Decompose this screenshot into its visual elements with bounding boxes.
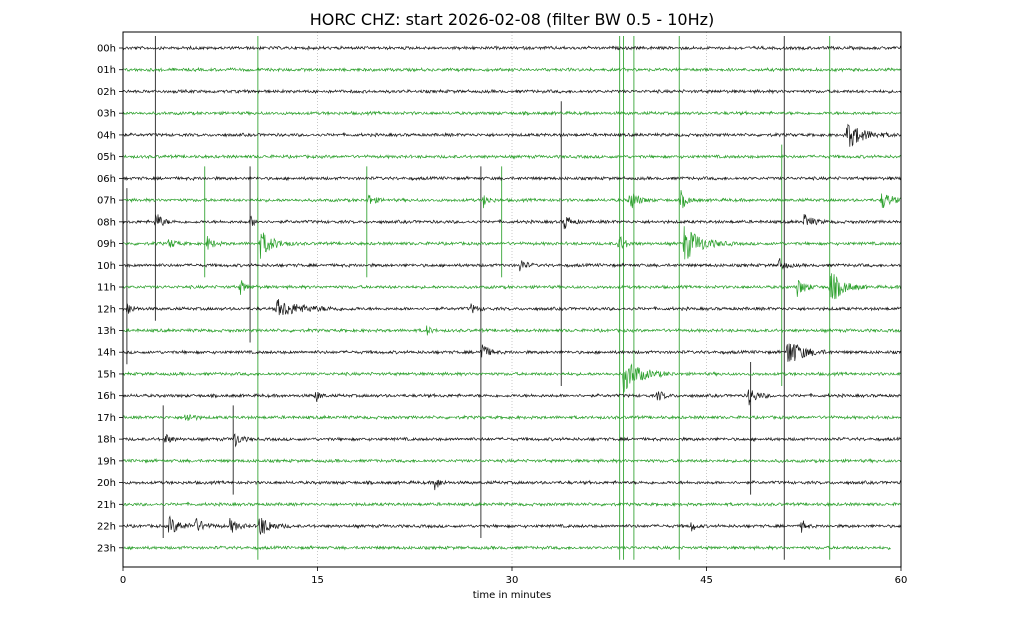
trace-21h xyxy=(122,501,902,508)
trace-08h xyxy=(122,214,902,230)
x-axis-label: time in minutes xyxy=(473,590,552,601)
trace-06h xyxy=(122,175,902,182)
row-label: 07h xyxy=(97,196,116,207)
row-label: 22h xyxy=(97,522,116,533)
trace-20h xyxy=(122,479,902,491)
trace-22h xyxy=(122,515,902,535)
x-tick-label: 15 xyxy=(311,575,324,586)
row-label: 19h xyxy=(97,456,116,467)
trace-02h xyxy=(122,88,902,95)
trace-17h xyxy=(122,414,902,422)
x-tick-label: 45 xyxy=(700,575,713,586)
trace-19h xyxy=(122,457,901,464)
row-label: 04h xyxy=(97,130,116,141)
trace-01h xyxy=(122,66,902,73)
trace-15h xyxy=(122,363,902,394)
chart-title: HORC CHZ: start 2026-02-08 (filter BW 0.… xyxy=(310,10,715,29)
trace-16h xyxy=(122,389,902,406)
x-tick-label: 60 xyxy=(895,575,908,586)
row-label: 10h xyxy=(97,261,116,272)
row-label: 18h xyxy=(97,435,116,446)
x-axis-ticks: 0 15 30 45 60 xyxy=(120,567,908,586)
row-labels: 00h 01h 02h 03h 04h 05h 06h 07h 08h 09h 10h 11h 12h 1… xyxy=(97,44,123,554)
row-label: 08h xyxy=(97,217,116,228)
trace-09h xyxy=(122,226,902,260)
grid-lines xyxy=(317,32,707,567)
trace-18h xyxy=(122,433,902,448)
row-label: 12h xyxy=(97,304,116,315)
row-label: 02h xyxy=(97,87,116,98)
trace-13h xyxy=(122,325,902,336)
x-tick-label: 0 xyxy=(120,575,126,586)
trace-lines xyxy=(122,45,902,551)
row-label: 11h xyxy=(97,283,116,294)
trace-11h xyxy=(122,273,902,300)
row-label: 20h xyxy=(97,478,116,489)
trace-05h xyxy=(122,153,902,160)
trace-10h xyxy=(122,258,902,272)
row-label: 01h xyxy=(97,65,116,76)
row-label: 09h xyxy=(97,239,116,250)
row-label: 05h xyxy=(97,152,116,163)
trace-00h xyxy=(122,45,902,51)
row-label: 17h xyxy=(97,413,116,424)
row-label: 15h xyxy=(97,369,116,380)
row-label: 00h xyxy=(97,44,116,55)
trace-14h xyxy=(122,343,902,362)
trace-04h xyxy=(122,123,902,147)
x-tick-label: 30 xyxy=(506,575,519,586)
plot-frame xyxy=(122,31,902,568)
trace-07h xyxy=(122,190,902,209)
row-label: 13h xyxy=(97,326,116,337)
trace-12h xyxy=(122,298,902,316)
row-label: 06h xyxy=(97,174,116,185)
trace-03h xyxy=(122,110,902,117)
row-label: 14h xyxy=(97,348,116,359)
trace-23h xyxy=(122,544,891,551)
row-label: 03h xyxy=(97,109,116,120)
row-label: 16h xyxy=(97,391,116,402)
row-label: 21h xyxy=(97,500,116,511)
row-label: 23h xyxy=(97,543,116,554)
